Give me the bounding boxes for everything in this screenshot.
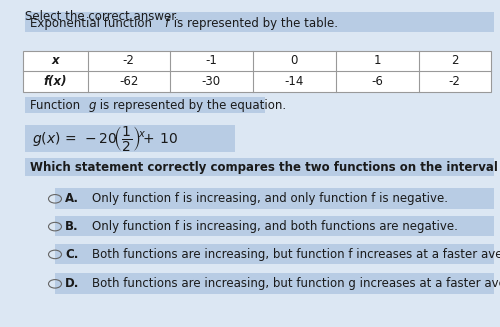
Text: Both functions are increasing, but function f increases at a faster average rate: Both functions are increasing, but funct… [92,248,500,261]
FancyBboxPatch shape [25,97,265,113]
Text: Function: Function [30,99,84,112]
FancyBboxPatch shape [25,125,235,152]
Text: 2: 2 [451,54,458,67]
Text: -62: -62 [119,75,139,88]
Text: x: x [51,54,59,67]
FancyBboxPatch shape [25,12,494,32]
Text: -6: -6 [372,75,383,88]
Text: is represented by the table.: is represented by the table. [170,17,338,30]
FancyBboxPatch shape [55,216,494,236]
Text: $g(x)\, =\, -20\!\left(\dfrac{1}{2}\right)^{\!x}\!\!+\,10$: $g(x)\, =\, -20\!\left(\dfrac{1}{2}\righ… [32,124,178,153]
Text: A.: A. [65,192,79,205]
FancyBboxPatch shape [25,158,494,176]
FancyBboxPatch shape [55,244,494,264]
Text: f(x): f(x) [43,75,67,88]
Text: g: g [89,99,96,112]
Bar [22,51,491,92]
Text: -2: -2 [123,54,134,67]
Text: C.: C. [65,248,78,261]
Text: Only function f is increasing, and both functions are negative.: Only function f is increasing, and both … [92,220,458,233]
Text: -30: -30 [202,75,221,88]
Text: f: f [164,17,168,30]
Text: Select the correct answer.: Select the correct answer. [25,10,179,24]
Text: Which statement correctly compares the two functions on the interval [-2, 1]?: Which statement correctly compares the t… [30,161,500,174]
Text: B.: B. [65,220,78,233]
Text: D.: D. [65,277,80,290]
Text: -14: -14 [284,75,304,88]
Text: 0: 0 [290,54,298,67]
Text: Only function f is increasing, and only function f is negative.: Only function f is increasing, and only … [92,192,448,205]
Text: -1: -1 [206,54,217,67]
Text: -2: -2 [449,75,460,88]
Bar [22,51,491,92]
Text: 1: 1 [374,54,381,67]
Text: Both functions are increasing, but function g increases at a faster average rate: Both functions are increasing, but funct… [92,277,500,290]
FancyBboxPatch shape [55,188,494,209]
Text: Exponential function: Exponential function [30,17,156,30]
FancyBboxPatch shape [55,273,494,294]
Text: is represented by the equation.: is represented by the equation. [96,99,286,112]
